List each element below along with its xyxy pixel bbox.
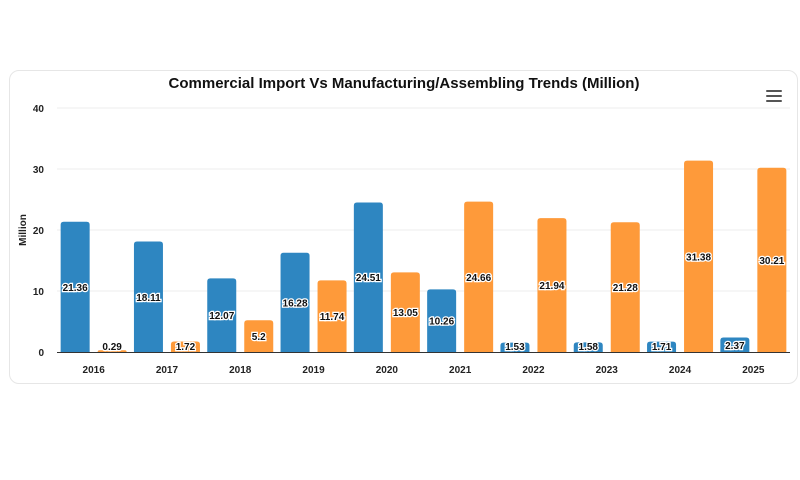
data-label: 31.38 bbox=[686, 252, 711, 263]
x-tick-label: 2020 bbox=[376, 365, 399, 376]
data-label: 1.71 bbox=[652, 342, 672, 353]
import-bar bbox=[280, 252, 310, 352]
data-label: 10.26 bbox=[429, 317, 454, 328]
data-label: 1.72 bbox=[176, 342, 196, 353]
chart-title: Commercial Import Vs Manufacturing/Assem… bbox=[168, 75, 640, 92]
manufacturing-bar bbox=[317, 280, 347, 352]
data-label: 16.28 bbox=[283, 298, 308, 309]
x-tick-label: 2022 bbox=[522, 365, 545, 376]
manufacturing-bar bbox=[97, 350, 127, 352]
hamburger-menu-icon[interactable] bbox=[766, 90, 782, 102]
import-bar bbox=[573, 342, 603, 352]
x-tick-label: 2025 bbox=[742, 365, 765, 376]
import-bar bbox=[353, 202, 383, 352]
manufacturing-bar bbox=[684, 160, 714, 352]
data-label: 11.74 bbox=[320, 312, 345, 323]
x-tick-label: 2023 bbox=[596, 365, 619, 376]
x-tick-label: 2017 bbox=[156, 365, 179, 376]
data-label: 30.21 bbox=[759, 256, 784, 267]
manufacturing-bar bbox=[464, 201, 494, 352]
import-bar bbox=[500, 342, 530, 352]
y-tick-label: 30 bbox=[33, 165, 45, 176]
x-tick-label: 2019 bbox=[302, 365, 325, 376]
y-tick-label: 10 bbox=[33, 287, 45, 298]
x-tick-label: 2016 bbox=[83, 365, 106, 376]
import-bar bbox=[720, 337, 750, 352]
data-label: 1.58 bbox=[579, 342, 599, 353]
data-label: 24.66 bbox=[466, 273, 491, 284]
data-label: 24.51 bbox=[356, 273, 381, 284]
data-label: 13.05 bbox=[393, 308, 418, 319]
manufacturing-bar bbox=[757, 167, 787, 352]
y-axis-label: Million bbox=[18, 214, 29, 246]
y-tick-label: 20 bbox=[33, 226, 45, 237]
import-bar bbox=[427, 289, 457, 352]
import-bar bbox=[60, 221, 90, 352]
manufacturing-bar bbox=[170, 341, 200, 352]
data-label: 18.11 bbox=[136, 293, 161, 304]
data-label: 1.53 bbox=[505, 342, 525, 353]
import-bar bbox=[133, 241, 163, 352]
manufacturing-bar bbox=[244, 320, 274, 352]
import-bar bbox=[647, 341, 677, 352]
data-label: 21.28 bbox=[613, 283, 638, 294]
data-label: 21.94 bbox=[539, 281, 564, 292]
import-bar bbox=[207, 278, 237, 352]
y-tick-label: 40 bbox=[33, 104, 45, 115]
x-tick-label: 2018 bbox=[229, 365, 252, 376]
data-label: 0.29 bbox=[102, 342, 122, 353]
data-label: 2.37 bbox=[725, 341, 745, 352]
data-label: 21.36 bbox=[63, 283, 88, 294]
data-label: 5.2 bbox=[252, 332, 266, 343]
manufacturing-bar bbox=[390, 272, 420, 352]
manufacturing-bar bbox=[537, 218, 567, 352]
data-label: 12.07 bbox=[209, 311, 234, 322]
x-tick-label: 2024 bbox=[669, 365, 692, 376]
y-tick-label: 0 bbox=[38, 348, 44, 359]
x-tick-label: 2021 bbox=[449, 365, 472, 376]
manufacturing-bar bbox=[610, 222, 640, 352]
